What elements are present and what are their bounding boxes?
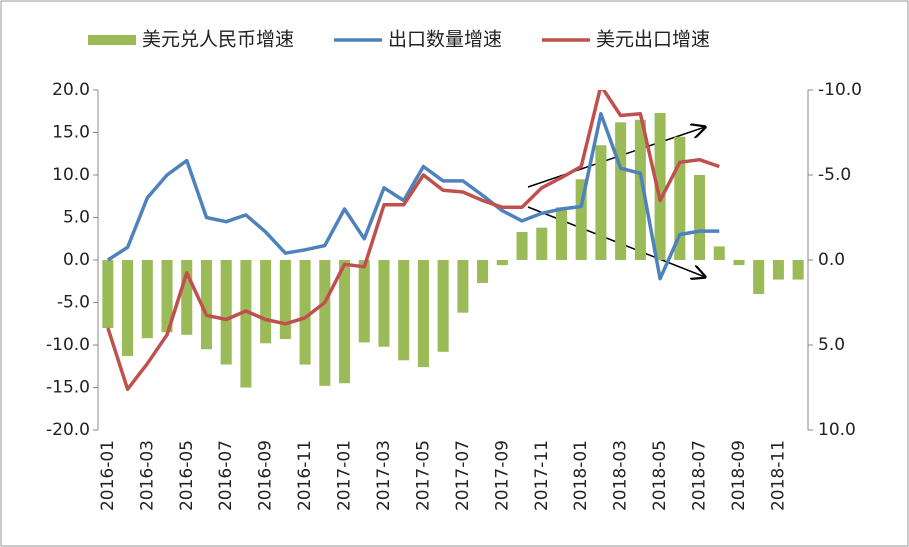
bar bbox=[536, 227, 548, 260]
bar bbox=[753, 260, 765, 294]
bar bbox=[516, 231, 528, 260]
x-tick-label: 2017-01 bbox=[335, 440, 355, 511]
bar bbox=[161, 260, 173, 333]
bar bbox=[122, 260, 134, 357]
x-tick-label: 2018-09 bbox=[729, 440, 749, 511]
y-tick-label: -15.0 bbox=[46, 378, 90, 398]
bar bbox=[240, 260, 252, 388]
y2-tick-label: -10.0 bbox=[818, 80, 862, 100]
x-tick-label: 2018-01 bbox=[571, 440, 591, 511]
y-tick-label: 0.0 bbox=[63, 250, 90, 270]
bar bbox=[457, 260, 469, 313]
bar bbox=[358, 260, 370, 343]
y-tick-label: -20.0 bbox=[46, 420, 90, 440]
x-tick-label: 2016-09 bbox=[256, 440, 276, 511]
legend-label: 美元出口增速 bbox=[596, 29, 710, 51]
y-tick-label: 10.0 bbox=[52, 165, 90, 185]
bar bbox=[339, 260, 351, 384]
bar bbox=[378, 260, 390, 347]
bar bbox=[555, 207, 567, 260]
bar bbox=[496, 260, 508, 266]
bar bbox=[220, 260, 232, 365]
y-tick-label: 15.0 bbox=[52, 123, 90, 143]
x-tick-label: 2017-07 bbox=[453, 440, 473, 511]
x-tick-label: 2018-03 bbox=[611, 440, 631, 511]
x-tick-label: 2017-05 bbox=[413, 440, 433, 511]
legend-label: 出口数量增速 bbox=[388, 29, 502, 51]
x-tick-label: 2017-03 bbox=[374, 440, 394, 511]
bar bbox=[772, 260, 784, 280]
bar bbox=[417, 260, 429, 368]
y2-tick-label: 5.0 bbox=[818, 335, 845, 355]
bar bbox=[674, 136, 686, 260]
y-tick-label: 5.0 bbox=[63, 208, 90, 228]
x-tick-label: 2017-11 bbox=[532, 440, 552, 511]
y2-tick-label: 0.0 bbox=[818, 250, 845, 270]
legend-label: 美元兑人民币增速 bbox=[142, 29, 294, 51]
y2-tick-label: 10.0 bbox=[818, 420, 856, 440]
bar bbox=[713, 246, 725, 260]
line bbox=[106, 112, 720, 281]
x-tick-label: 2018-07 bbox=[690, 440, 710, 511]
bar bbox=[694, 175, 706, 260]
bar bbox=[733, 260, 745, 266]
plot-area bbox=[102, 90, 804, 391]
bar bbox=[595, 145, 607, 260]
y-tick-label: 20.0 bbox=[52, 80, 90, 100]
bar bbox=[575, 179, 587, 260]
bar bbox=[299, 260, 311, 365]
x-tick-label: 2016-01 bbox=[98, 440, 118, 511]
bar bbox=[141, 260, 153, 339]
x-tick-label: 2018-05 bbox=[650, 440, 670, 511]
bar bbox=[279, 260, 291, 340]
bar bbox=[102, 260, 114, 328]
x-tick-label: 2016-03 bbox=[137, 440, 157, 511]
legend-swatch bbox=[88, 35, 136, 45]
bar bbox=[398, 260, 410, 361]
y-tick-label: -5.0 bbox=[57, 293, 90, 313]
line bbox=[106, 90, 720, 391]
x-tick-label: 2016-07 bbox=[216, 440, 236, 511]
x-tick-label: 2016-05 bbox=[177, 440, 197, 511]
x-tick-label: 2016-11 bbox=[295, 440, 315, 511]
x-tick-label: 2017-09 bbox=[492, 440, 512, 511]
bar bbox=[319, 260, 331, 386]
bar bbox=[792, 260, 804, 280]
bar bbox=[634, 119, 646, 260]
bar bbox=[477, 260, 489, 283]
bar bbox=[260, 260, 272, 344]
bar bbox=[615, 122, 627, 260]
y2-tick-label: -5.0 bbox=[818, 165, 851, 185]
bar bbox=[654, 112, 666, 260]
bar bbox=[200, 260, 212, 350]
bar bbox=[181, 260, 193, 335]
x-tick-label: 2018-11 bbox=[768, 440, 788, 511]
y-tick-label: -10.0 bbox=[46, 335, 90, 355]
bar bbox=[437, 260, 449, 352]
